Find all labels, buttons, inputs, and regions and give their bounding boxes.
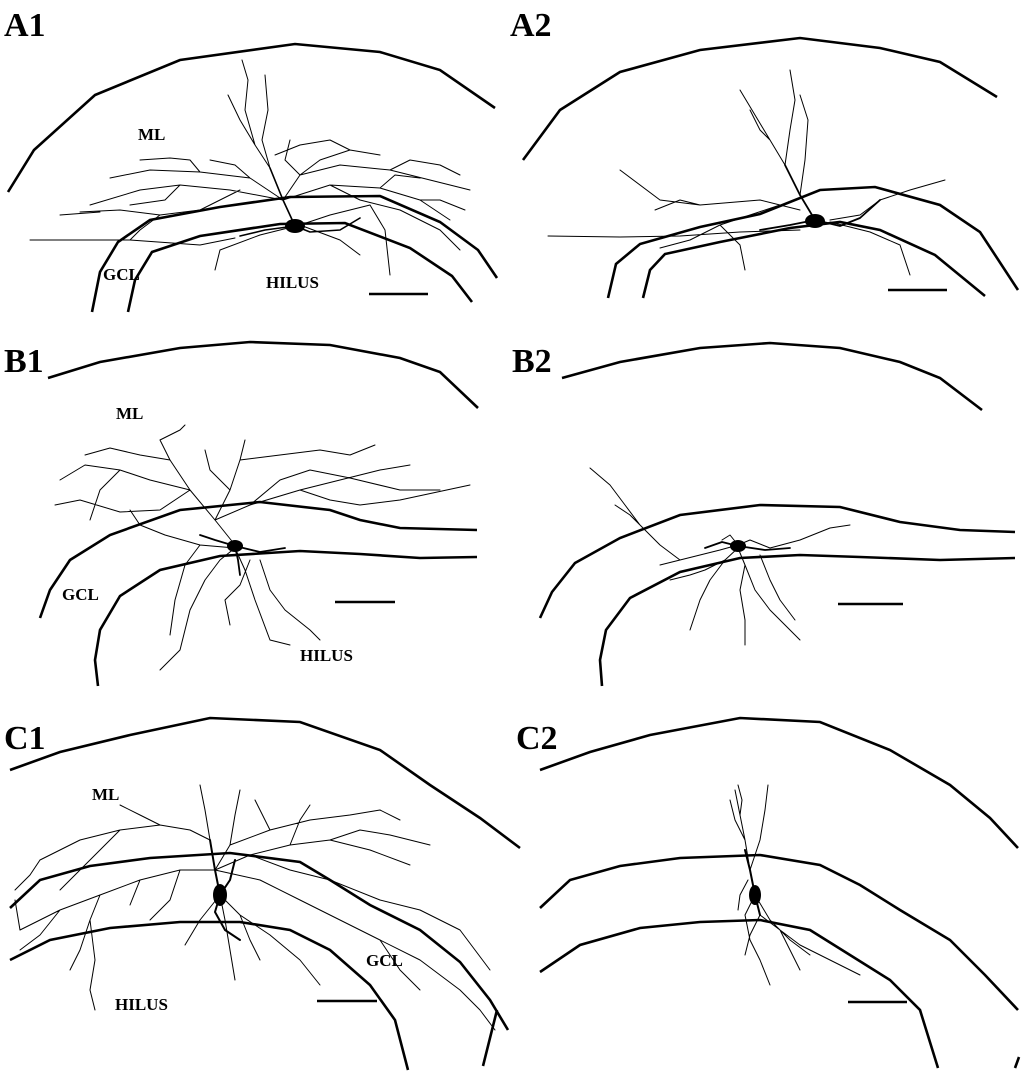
dendritic-arbor-c1 (14, 784, 496, 1031)
gcl-outer-boundary-c2 (539, 853, 1019, 1011)
panel-label-c2: C2 (516, 720, 558, 757)
region-label-hilus-a1: HILUS (266, 273, 319, 292)
panel-label-b2: B2 (512, 343, 552, 380)
dendritic-arbor-a2 (547, 69, 946, 276)
panel-c1: C1 ML GCL HILUS (4, 716, 521, 1071)
gcl-outer-boundary-a1 (90, 194, 499, 313)
gcl-outer-boundary-a2 (606, 185, 1020, 299)
panel-b1: B1 ML GCL HILUS (4, 340, 479, 687)
gcl-inner-boundary-a2 (641, 220, 986, 299)
region-label-gcl-c1: GCL (366, 951, 403, 970)
gcl-outer-boundary-b2 (538, 503, 1016, 619)
cell-body-c1 (213, 884, 227, 906)
region-label-ml-c1: ML (92, 785, 119, 804)
panel-label-c1: C1 (4, 720, 46, 757)
gcl-inner-boundary-a1 (126, 221, 474, 313)
ml-outer-boundary-a1 (6, 42, 496, 193)
cell-body-a1 (285, 219, 305, 233)
region-label-gcl-b1: GCL (62, 585, 99, 604)
cell-body-c2 (749, 885, 761, 905)
gcl-outer-boundary-b1 (38, 500, 478, 619)
panel-label-b1: B1 (4, 343, 44, 380)
ml-outer-boundary-c2 (539, 716, 1019, 849)
ml-outer-boundary-a2 (521, 36, 998, 161)
region-label-hilus-c1: HILUS (115, 995, 168, 1014)
gcl-inner-boundary-c1 (9, 920, 410, 1071)
ml-outer-boundary-b2 (561, 341, 983, 412)
cell-body-a2 (805, 214, 825, 228)
panel-label-a2: A2 (510, 7, 552, 44)
cell-body-b1 (227, 540, 243, 552)
panel-a1: A1 ML GCL HILUS (4, 7, 499, 313)
dendritic-arbor-a1 (29, 59, 471, 276)
panel-a2: A2 (510, 7, 1020, 299)
panel-c2: C2 (516, 716, 1021, 1069)
region-label-ml-a1: ML (138, 125, 165, 144)
cell-body-b2 (730, 540, 746, 552)
gcl-inner-boundary-b2 (598, 553, 1016, 687)
region-label-hilus-b1: HILUS (300, 646, 353, 665)
dendritic-arbor-b2 (589, 467, 851, 646)
panel-label-a1: A1 (4, 7, 46, 44)
ml-outer-boundary-b1 (47, 340, 479, 409)
region-label-ml-b1: ML (116, 404, 143, 423)
primary-dendrites-c2 (744, 849, 761, 916)
gcl-inner-boundary-b1 (93, 549, 478, 687)
gcl-inner-boundary-c2 (539, 918, 940, 1069)
region-label-gcl-a1: GCL (103, 265, 140, 284)
dendritic-arbor-b1 (54, 424, 471, 671)
panel-b2: B2 (512, 341, 1016, 687)
dendritic-arbor-c2 (729, 784, 861, 986)
boundary-edge-c2 (1013, 1056, 1021, 1069)
gcl-edge-c1 (481, 1009, 499, 1067)
ml-outer-boundary-c1 (9, 716, 521, 850)
